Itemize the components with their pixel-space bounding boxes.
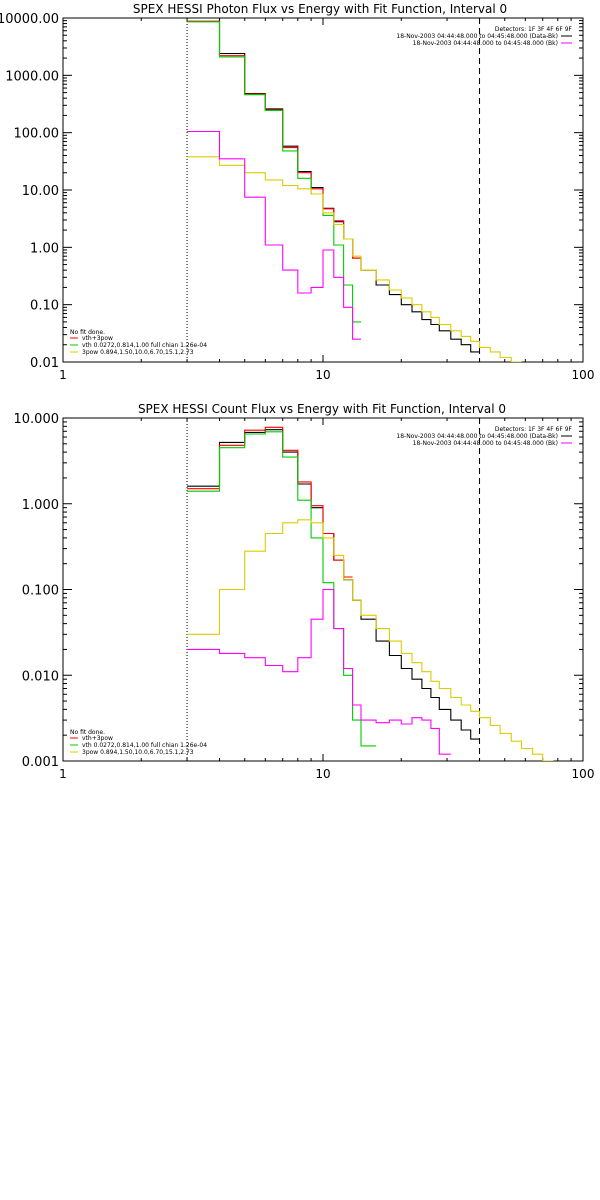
y-tick-label: 10.00 (22, 184, 59, 199)
x-tick-label: 1 (59, 368, 67, 382)
y-tick-label: 0.100 (22, 584, 59, 599)
fit-note-3pow: 3pow 0.894,1.50,10.0,6.70,15.1,2.73 (82, 349, 194, 356)
power-law-component-line (187, 519, 554, 761)
y-tick-label: 0.01 (30, 356, 59, 371)
fit-note-3pow: 3pow 0.894,1.50,10.0,6.70,15.1,2.73 (82, 749, 194, 756)
photon-flux-fit-notes: No fit done. vth+3pow vth 0.0272,0.814,1… (70, 329, 207, 356)
y-tick-label: 1.00 (30, 241, 59, 256)
photon-flux-title: SPEX HESSI Photon Flux vs Energy with Fi… (133, 2, 507, 16)
vth-component-line (187, 21, 361, 323)
info-detectors: Detectors: 1F 3F 4F 6F 9F (495, 26, 573, 33)
x-tick-label: 1 (59, 767, 67, 781)
background-line (187, 588, 451, 755)
photon-flux-chart: SPEX HESSI Photon Flux vs Energy with Fi… (0, 2, 594, 382)
fit-note-vth: vth 0.0272,0.814,1.00 full chian 1.26e-0… (82, 342, 207, 349)
background-line (187, 130, 361, 340)
count-flux-chart: SPEX HESSI Count Flux vs Energy with Fit… (14, 402, 595, 781)
fit-note-total: vth+3pow (82, 735, 113, 742)
fit-note-vth: vth 0.0272,0.814,1.00 full chian 1.26e-0… (82, 742, 207, 749)
photon-flux-info-box: Detectors: 1F 3F 4F 6F 9F 18-Nov-2003 04… (396, 26, 572, 47)
fit-note-total: vth+3pow (82, 335, 113, 342)
info-bk-interval: 18-Nov-2003 04:44:48.000 to 04:45:48.000… (413, 40, 558, 47)
y-tick-label: 1.000 (22, 498, 59, 513)
x-tick-label: 100 (572, 767, 595, 781)
y-tick-label: 0.001 (22, 755, 59, 770)
info-detectors: Detectors: 1F 3F 4F 6F 9F (495, 426, 573, 433)
fit-note-status: No fit done. (70, 729, 105, 736)
count-flux-title: SPEX HESSI Count Flux vs Energy with Fit… (138, 402, 506, 416)
fit-note-status: No fit done. (70, 329, 105, 336)
power-law-component-line (187, 156, 522, 362)
y-tick-label: 100.00 (14, 127, 60, 142)
y-tick-label: 1000.00 (5, 69, 59, 84)
y-tick-label: 0.10 (30, 299, 59, 314)
y-tick-label: 10.000 (14, 412, 60, 427)
count-flux-info-box: Detectors: 1F 3F 4F 6F 9F 18-Nov-2003 04… (396, 426, 572, 447)
y-tick-label: 0.010 (22, 669, 59, 684)
info-data-interval: 18-Nov-2003 04:44:48.000 to 04:45:48.000… (396, 433, 558, 440)
y-tick-label: 10000.00 (0, 12, 59, 27)
x-tick-label: 10 (315, 767, 330, 781)
x-tick-label: 10 (315, 368, 330, 382)
count-flux-fit-notes: No fit done. vth+3pow vth 0.0272,0.814,1… (70, 729, 207, 756)
x-tick-label: 100 (572, 368, 595, 382)
info-bk-interval: 18-Nov-2003 04:44:48.000 to 04:45:48.000… (413, 440, 558, 447)
info-data-interval: 18-Nov-2003 04:44:48.000 to 04:45:48.000… (396, 33, 558, 40)
